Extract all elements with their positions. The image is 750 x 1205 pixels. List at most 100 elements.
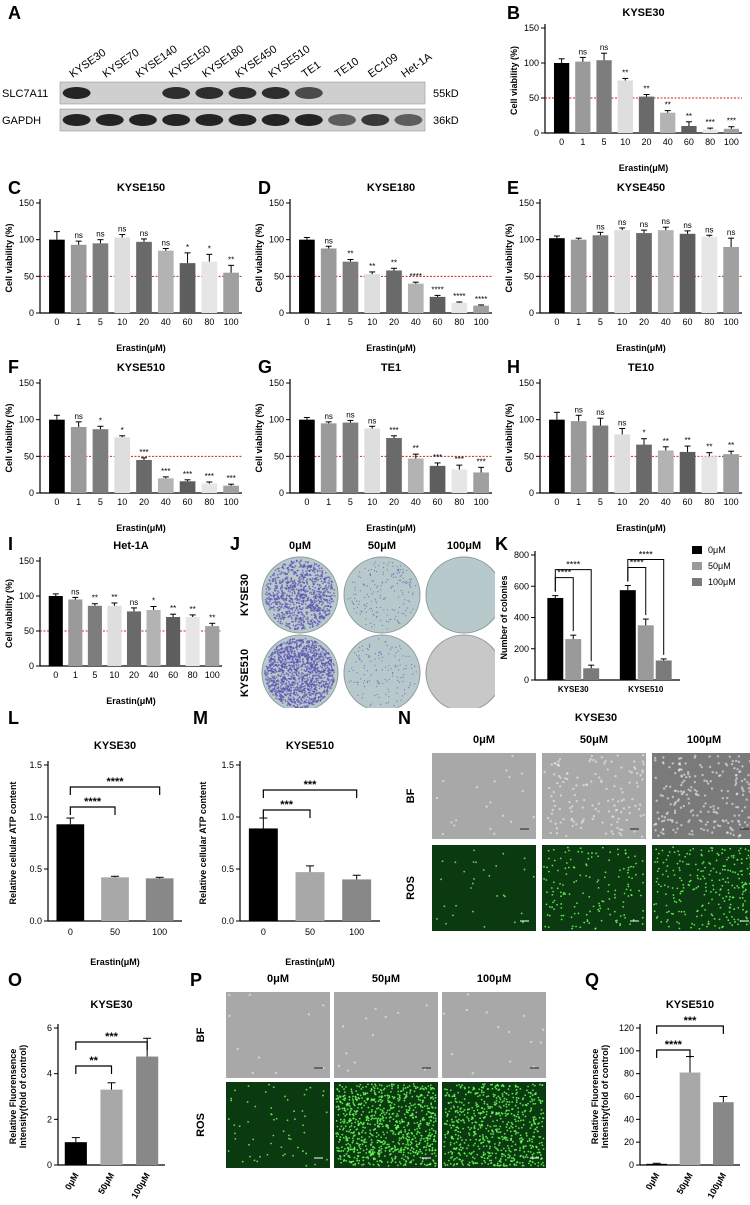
ros-signal bbox=[601, 900, 604, 903]
ros-signal bbox=[406, 1111, 408, 1113]
ros-signal bbox=[409, 1092, 411, 1094]
significance-label: **** bbox=[557, 568, 572, 578]
bar bbox=[407, 283, 424, 313]
bar bbox=[342, 422, 359, 493]
significance-label: * bbox=[121, 426, 124, 435]
colony bbox=[396, 583, 399, 585]
ros-signal bbox=[353, 1134, 356, 1137]
ros-signal bbox=[341, 1120, 344, 1123]
ros-signal bbox=[405, 1093, 408, 1096]
ros-signal bbox=[379, 1141, 382, 1144]
ros-signal bbox=[376, 1139, 379, 1142]
colony bbox=[379, 594, 381, 597]
significance-label: *** bbox=[455, 455, 464, 464]
colony bbox=[329, 591, 332, 594]
colony bbox=[289, 694, 292, 697]
ros-signal bbox=[408, 1136, 411, 1139]
colony bbox=[324, 649, 327, 652]
colony bbox=[384, 666, 387, 668]
colony bbox=[368, 656, 370, 658]
bar bbox=[185, 617, 200, 666]
cell bbox=[638, 803, 642, 806]
colony bbox=[284, 658, 287, 661]
x-tick-label: 1 bbox=[580, 137, 585, 147]
colony bbox=[329, 669, 332, 672]
colony bbox=[290, 678, 293, 680]
colony bbox=[268, 592, 271, 595]
cell bbox=[682, 790, 686, 793]
colony bbox=[270, 594, 273, 597]
ros-signal bbox=[348, 1105, 351, 1107]
panel-letter-q: Q bbox=[585, 970, 600, 990]
colony bbox=[282, 689, 285, 692]
ros-signal bbox=[390, 1101, 393, 1104]
ros-signal bbox=[441, 860, 444, 863]
ros-signal bbox=[431, 1106, 434, 1109]
cell bbox=[251, 1071, 255, 1075]
colony bbox=[293, 693, 295, 695]
colony bbox=[306, 677, 309, 680]
colony bbox=[304, 589, 307, 591]
colony bbox=[300, 585, 303, 588]
ros-signal bbox=[573, 912, 576, 915]
colony bbox=[275, 664, 278, 667]
colony bbox=[327, 685, 329, 688]
cell bbox=[688, 775, 691, 778]
colony bbox=[280, 648, 283, 651]
cell bbox=[747, 774, 750, 777]
x-tick-label: 1 bbox=[76, 317, 81, 327]
cell bbox=[685, 793, 688, 796]
ros-signal bbox=[399, 1162, 402, 1165]
colony bbox=[291, 612, 294, 614]
ros-signal bbox=[560, 914, 563, 917]
colony bbox=[405, 580, 408, 583]
colony bbox=[291, 617, 293, 620]
ros-signal bbox=[230, 1099, 233, 1102]
colony bbox=[264, 669, 266, 672]
ros-signal bbox=[702, 869, 704, 872]
x-tick-label: 100 bbox=[474, 497, 489, 507]
colony bbox=[266, 597, 268, 600]
ros-signal bbox=[270, 1113, 273, 1116]
colony bbox=[269, 587, 272, 590]
colony bbox=[403, 612, 405, 615]
panel-letter-j: J bbox=[230, 534, 241, 554]
colony bbox=[316, 583, 319, 586]
ros-signal bbox=[409, 1152, 412, 1155]
ros-signal bbox=[742, 908, 744, 911]
cell bbox=[569, 806, 572, 810]
colony bbox=[296, 693, 299, 696]
ros-signal bbox=[349, 1143, 351, 1146]
colony bbox=[284, 666, 287, 668]
cell bbox=[591, 804, 594, 807]
y-tick-label: 150 bbox=[269, 198, 284, 208]
ros-signal bbox=[733, 886, 736, 889]
x-tick-label: 60 bbox=[684, 137, 694, 147]
colony bbox=[318, 687, 321, 690]
cell bbox=[687, 797, 690, 801]
colony bbox=[266, 682, 268, 685]
ros-signal bbox=[673, 900, 676, 903]
colony bbox=[374, 561, 376, 563]
colony bbox=[310, 646, 313, 649]
cell bbox=[702, 805, 705, 808]
colony bbox=[287, 581, 290, 584]
colony bbox=[268, 579, 271, 582]
ros-signal bbox=[739, 847, 742, 850]
colony bbox=[303, 662, 306, 665]
ros-signal bbox=[381, 1118, 383, 1120]
cell bbox=[604, 832, 608, 835]
colony bbox=[370, 588, 372, 590]
colony bbox=[362, 693, 364, 695]
colony bbox=[280, 673, 283, 676]
x-tick-label: 100 bbox=[724, 137, 739, 147]
colony bbox=[402, 695, 404, 697]
cell bbox=[737, 755, 741, 758]
colony bbox=[313, 645, 316, 648]
colony bbox=[306, 652, 308, 655]
ros-signal bbox=[339, 1128, 341, 1131]
ros-signal bbox=[428, 1163, 431, 1166]
bar bbox=[342, 261, 359, 313]
colony bbox=[322, 664, 325, 667]
